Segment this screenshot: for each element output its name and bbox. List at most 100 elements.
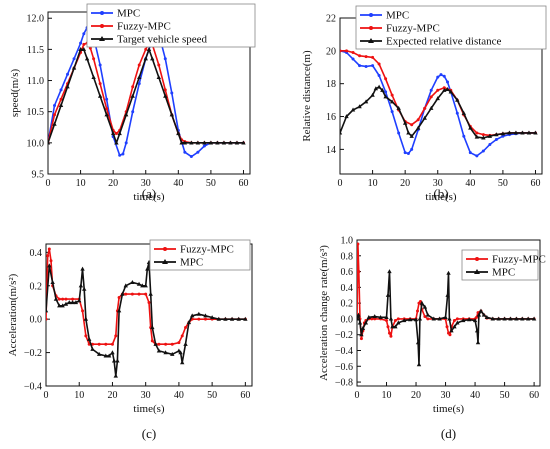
data-point xyxy=(373,317,377,321)
legend-marker xyxy=(162,259,168,264)
y-tick-label: 14 xyxy=(326,145,336,156)
data-point xyxy=(180,334,184,338)
data-point xyxy=(189,155,193,159)
data-point xyxy=(82,42,86,46)
data-point xyxy=(481,149,485,153)
data-point xyxy=(455,97,460,102)
data-point xyxy=(423,106,427,110)
legend-box xyxy=(355,5,547,50)
x-axis-label: time(s) xyxy=(133,403,164,415)
data-point xyxy=(461,110,467,115)
data-point xyxy=(416,362,422,367)
y-tick-label: 10.0 xyxy=(27,138,45,149)
x-tick-label: 0 xyxy=(46,178,51,189)
data-point xyxy=(351,50,355,54)
y-tick-label: 22 xyxy=(326,14,336,25)
data-point xyxy=(114,140,119,145)
y-tick-label: 20 xyxy=(326,46,336,57)
data-point xyxy=(84,334,88,338)
chart-panel: 0 10 20 30 40 50 60 9.5 10.0 10.5 11.0 11.5 12.0 time… xyxy=(9,3,256,203)
data-point xyxy=(130,93,135,98)
data-point xyxy=(462,134,466,138)
data-point xyxy=(410,147,414,151)
data-point xyxy=(221,140,227,145)
data-point xyxy=(363,320,369,325)
data-point xyxy=(452,324,457,329)
data-point xyxy=(103,353,109,358)
y-tick-label: 12.0 xyxy=(27,14,45,25)
data-point xyxy=(520,316,525,321)
x-tick-label: 60 xyxy=(238,178,248,189)
data-point xyxy=(475,315,479,319)
data-point xyxy=(123,283,128,288)
data-point xyxy=(130,292,134,296)
legend-label: Expected relative distance xyxy=(386,36,502,48)
y-tick-label: −0.8 xyxy=(335,378,353,389)
data-point xyxy=(377,62,381,66)
data-point xyxy=(164,342,168,346)
legend-marker xyxy=(163,247,167,251)
x-tick-label: 30 xyxy=(141,178,151,189)
data-point xyxy=(359,332,364,337)
data-point xyxy=(383,94,388,99)
data-point xyxy=(189,313,195,318)
data-point xyxy=(104,342,108,346)
data-point xyxy=(380,87,385,92)
data-point xyxy=(50,280,55,285)
data-point xyxy=(386,325,390,329)
legend-label: MPC xyxy=(386,10,409,22)
y-tick-label: 10.5 xyxy=(27,107,45,118)
data-point xyxy=(52,121,57,126)
data-point xyxy=(429,88,433,92)
data-point xyxy=(169,112,175,117)
data-point xyxy=(340,49,342,53)
x-tick-label: 0 xyxy=(355,390,360,401)
data-point xyxy=(216,316,221,321)
data-point xyxy=(110,350,115,355)
plot-area xyxy=(340,49,538,158)
data-point xyxy=(114,334,118,338)
data-point xyxy=(513,130,519,135)
data-point xyxy=(371,55,375,59)
data-point xyxy=(46,308,49,313)
data-point xyxy=(72,57,76,61)
data-point xyxy=(203,313,208,318)
legend-box xyxy=(149,239,251,271)
x-tick-label: 40 xyxy=(465,178,475,189)
data-point xyxy=(53,113,57,117)
y-tick-label: 11.0 xyxy=(27,76,44,87)
data-point xyxy=(182,140,188,145)
x-tick-label: 10 xyxy=(74,390,84,401)
data-point xyxy=(145,266,150,271)
data-point xyxy=(357,320,363,325)
data-point xyxy=(124,292,128,296)
y-tick-label: 9.5 xyxy=(32,170,45,181)
data-point xyxy=(105,107,109,111)
data-point xyxy=(345,49,349,53)
data-point xyxy=(436,75,440,79)
data-point xyxy=(48,140,51,145)
data-point xyxy=(137,292,141,296)
data-point xyxy=(170,351,175,356)
legend-label: Fuzzy-MPC xyxy=(180,244,234,256)
y-tick-label: −0.6 xyxy=(335,362,353,373)
data-point xyxy=(442,87,447,92)
data-point xyxy=(234,140,240,145)
data-point xyxy=(111,358,117,363)
data-point xyxy=(478,308,484,313)
data-point xyxy=(202,140,207,145)
data-point xyxy=(143,56,148,61)
data-point xyxy=(390,324,395,329)
y-axis-label: speed(m/s) xyxy=(9,69,21,118)
data-point xyxy=(447,316,452,321)
data-point xyxy=(474,134,480,139)
data-point xyxy=(137,82,141,86)
data-point xyxy=(385,292,391,297)
data-point xyxy=(378,314,383,319)
data-point xyxy=(481,133,485,137)
data-point xyxy=(67,300,72,305)
data-point xyxy=(114,132,118,135)
y-tick-label: 0.0 xyxy=(30,315,43,326)
data-point xyxy=(406,130,411,135)
